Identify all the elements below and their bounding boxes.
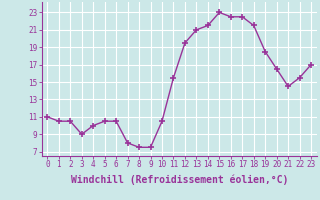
X-axis label: Windchill (Refroidissement éolien,°C): Windchill (Refroidissement éolien,°C) bbox=[70, 175, 288, 185]
